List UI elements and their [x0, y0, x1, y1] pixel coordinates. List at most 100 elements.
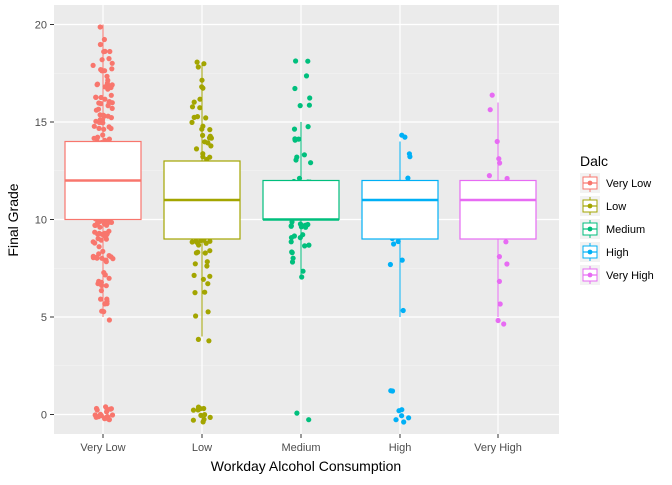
data-point: [207, 414, 213, 420]
y-axis: 0 5 10 15 20: [35, 20, 54, 422]
data-point: [195, 336, 201, 342]
data-point: [300, 268, 306, 274]
data-point: [406, 151, 412, 157]
data-point: [190, 407, 197, 413]
legend-key-point: [587, 249, 593, 255]
data-point: [399, 407, 405, 413]
legend-title: Dalc: [580, 153, 608, 169]
data-point: [504, 261, 510, 267]
data-point: [106, 275, 112, 281]
data-point: [501, 321, 507, 327]
data-point: [99, 57, 105, 63]
data-point: [189, 104, 196, 110]
data-point: [297, 235, 303, 241]
data-point: [200, 85, 206, 91]
data-point: [486, 173, 492, 179]
data-point: [102, 48, 108, 55]
data-point: [194, 59, 200, 65]
data-point: [204, 263, 210, 269]
data-point: [302, 243, 308, 249]
data-point: [204, 259, 210, 265]
data-point: [399, 413, 405, 419]
legend-item: Very Low: [580, 173, 651, 193]
legend-item-label: Low: [606, 201, 626, 213]
data-point: [196, 242, 202, 248]
data-point: [192, 290, 198, 296]
data-point: [108, 219, 115, 225]
y-axis-title: Final Grade: [5, 183, 21, 256]
data-point: [402, 134, 408, 140]
legend-key-point: [587, 226, 593, 232]
data-point: [289, 250, 295, 256]
data-point: [206, 338, 212, 344]
data-point: [106, 317, 112, 323]
data-point: [293, 58, 299, 64]
data-point: [189, 119, 195, 125]
data-point: [296, 136, 302, 142]
legend-item-label: Very High: [606, 270, 654, 282]
data-point: [94, 220, 101, 226]
data-point: [106, 124, 112, 130]
data-point: [393, 417, 399, 423]
data-point: [189, 239, 195, 245]
data-point: [391, 241, 397, 247]
data-point: [109, 82, 115, 88]
data-point: [489, 92, 495, 98]
box: [459, 179, 537, 240]
data-point: [109, 105, 115, 111]
data-point: [93, 107, 99, 113]
data-point: [503, 239, 509, 245]
data-point: [105, 77, 111, 83]
data-point: [105, 416, 111, 422]
data-point: [389, 388, 396, 394]
data-point: [191, 272, 197, 278]
data-point: [305, 58, 311, 64]
data-point: [201, 61, 207, 67]
box: [361, 179, 439, 240]
data-point: [203, 115, 209, 121]
data-point: [90, 239, 96, 245]
data-point: [192, 261, 198, 267]
legend-item-label: Medium: [606, 224, 645, 236]
data-point: [205, 140, 211, 146]
boxplots: [64, 24, 537, 337]
y-tick-label: 5: [41, 312, 47, 324]
data-point: [305, 124, 311, 130]
data-point: [195, 407, 201, 413]
data-point: [306, 417, 312, 423]
box: [262, 179, 340, 221]
data-point: [308, 160, 314, 166]
data-point: [106, 99, 112, 105]
data-point: [306, 242, 312, 248]
legend-key-point: [587, 272, 593, 278]
data-point: [97, 24, 103, 30]
legend-item-label: High: [606, 247, 629, 259]
data-point: [401, 419, 407, 425]
x-axis-title: Workday Alcohol Consumption: [211, 458, 401, 474]
y-tick-label: 20: [35, 20, 47, 32]
legend-key-point: [587, 180, 593, 186]
data-point: [102, 84, 108, 90]
data-point: [306, 102, 312, 108]
data-point: [288, 239, 294, 245]
legend-items: Very Low Low Medium High Very High: [580, 173, 654, 285]
data-point: [97, 411, 104, 417]
data-point: [105, 103, 111, 109]
data-point: [96, 244, 102, 250]
data-point: [106, 136, 112, 142]
legend: Dalc Very Low Low Medium High Very High: [580, 153, 654, 285]
data-point: [193, 146, 200, 152]
data-point: [90, 62, 96, 68]
data-point: [106, 228, 112, 234]
data-point: [206, 135, 213, 141]
data-point: [107, 48, 113, 55]
y-tick-label: 0: [41, 410, 47, 422]
x-tick-label: High: [389, 442, 412, 454]
data-point: [106, 56, 112, 62]
data-point: [95, 236, 101, 242]
data-point: [405, 175, 411, 181]
data-point: [197, 105, 203, 111]
legend-item-label: Very Low: [606, 178, 651, 190]
data-point: [202, 412, 208, 418]
